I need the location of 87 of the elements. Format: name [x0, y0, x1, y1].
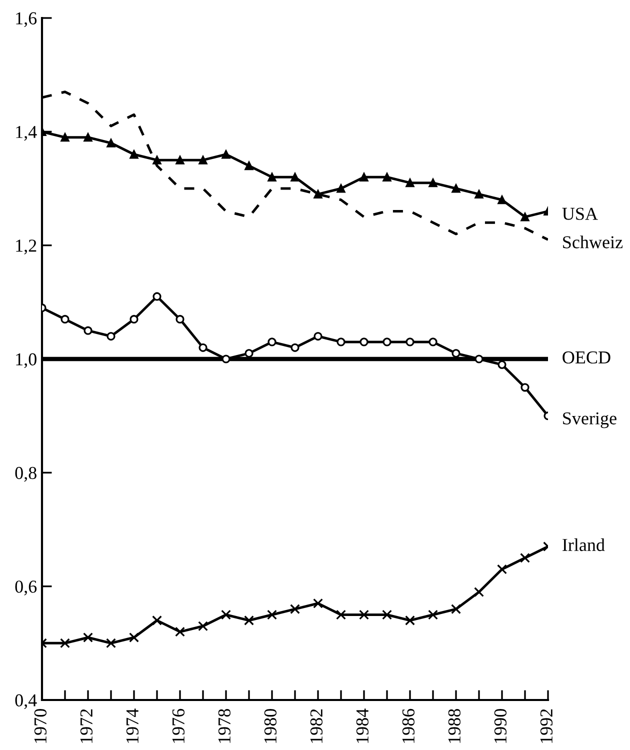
- x-tick-label: 1980: [264, 709, 277, 743]
- point: [84, 133, 92, 142]
- point: [152, 615, 162, 626]
- point: [452, 184, 460, 193]
- y-tick-label: 0,4: [15, 694, 37, 710]
- point: [498, 360, 506, 369]
- point: [474, 587, 484, 598]
- point: [176, 156, 184, 164]
- point: [244, 161, 254, 170]
- point: [452, 349, 460, 358]
- point: [406, 338, 414, 346]
- x-tick-label: 1986: [402, 708, 415, 743]
- point: [268, 338, 276, 346]
- point: [382, 172, 392, 182]
- point: [60, 314, 70, 324]
- x-tick-label: 1970: [34, 709, 47, 743]
- point: [498, 196, 506, 204]
- series-label: Sverige: [563, 412, 616, 428]
- point: [267, 610, 277, 620]
- point: [290, 343, 300, 352]
- x-tick-label: 1984: [356, 708, 369, 743]
- point: [106, 332, 116, 341]
- point: [359, 610, 369, 620]
- point: [221, 610, 231, 620]
- x-tick-label: 1990: [494, 709, 507, 743]
- point: [176, 314, 184, 324]
- point: [405, 615, 415, 626]
- x-tick-label: 1974: [126, 708, 139, 743]
- point: [382, 610, 392, 620]
- y-tick-label: 1,2: [16, 240, 36, 254]
- x-tick-label: 1988: [448, 709, 461, 743]
- point: [84, 326, 92, 335]
- point: [130, 150, 138, 159]
- ref-line-label: OECD: [562, 351, 610, 364]
- point: [83, 632, 93, 642]
- point: [474, 190, 484, 198]
- x-tick-label: 1992: [540, 709, 553, 743]
- point: [222, 150, 230, 159]
- series-label: Irland: [562, 538, 605, 552]
- point: [198, 343, 208, 352]
- point: [451, 604, 461, 614]
- y-tick-label: 1,4: [16, 126, 37, 141]
- point: [198, 156, 208, 164]
- point: [198, 621, 208, 632]
- point: [382, 338, 392, 346]
- point: [152, 156, 162, 164]
- point: [520, 212, 530, 222]
- point: [406, 178, 414, 188]
- point: [314, 190, 322, 198]
- point: [428, 178, 438, 188]
- series-label: Schweiz: [563, 236, 623, 248]
- y-tick-label: 0,6: [15, 580, 37, 596]
- point: [268, 172, 276, 182]
- x-tick-label: 1982: [310, 709, 323, 743]
- point: [428, 610, 438, 620]
- y-tick-label: 0,8: [15, 466, 36, 482]
- point: [428, 338, 438, 346]
- x-tick-label: 1972: [80, 709, 93, 743]
- point: [222, 354, 230, 364]
- point: [130, 314, 138, 324]
- point: [520, 383, 530, 392]
- point: [360, 338, 368, 346]
- point: [60, 133, 70, 142]
- x-tick-label: 1978: [218, 709, 231, 743]
- y-tick-label: 1,6: [16, 12, 37, 28]
- point: [336, 338, 346, 346]
- point: [290, 604, 300, 614]
- point: [152, 292, 162, 301]
- point: [175, 626, 185, 637]
- point: [60, 638, 70, 648]
- point: [290, 172, 300, 182]
- point: [106, 638, 116, 648]
- point: [497, 564, 507, 574]
- point: [336, 184, 346, 193]
- point: [129, 632, 139, 642]
- x-tick-label: 1976: [172, 708, 185, 743]
- point: [314, 332, 322, 341]
- point: [360, 172, 368, 182]
- point: [244, 615, 254, 626]
- y-tick-label: 1,0: [16, 353, 36, 368]
- point: [520, 552, 530, 563]
- point: [336, 610, 346, 620]
- point: [474, 354, 484, 364]
- point: [106, 138, 116, 148]
- point: [244, 349, 254, 358]
- series-label: USA: [562, 208, 598, 220]
- point: [313, 598, 323, 608]
